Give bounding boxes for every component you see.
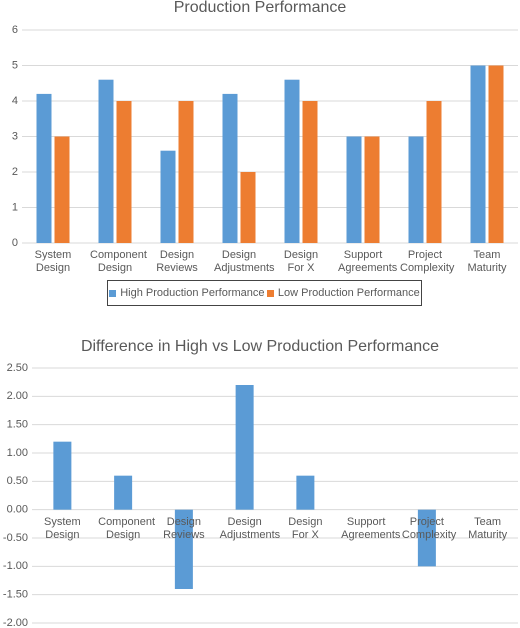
bar <box>346 136 362 243</box>
bar <box>408 136 424 243</box>
y-tick-label: -1.00 <box>3 560 28 572</box>
x-tick-label: System Design <box>44 516 81 541</box>
y-tick-label: -1.50 <box>3 589 28 601</box>
bar <box>417 509 436 567</box>
bar <box>54 136 70 243</box>
y-tick-label: -2.00 <box>3 617 28 628</box>
legend-swatch <box>266 289 274 297</box>
y-tick-label: 0.00 <box>7 504 28 516</box>
chart-title: Difference in High vs Low Production Per… <box>81 338 439 355</box>
y-tick-label: 6 <box>12 24 18 36</box>
bar <box>364 136 380 243</box>
y-tick-label: 4 <box>12 95 18 107</box>
x-tick-label: Team Maturity <box>467 249 507 274</box>
y-tick-label: 2.00 <box>7 390 28 402</box>
x-tick-label: Component Design <box>90 249 147 274</box>
bar <box>116 101 132 243</box>
x-tick-label: Team Maturity <box>468 516 508 541</box>
y-tick-label: -0.50 <box>3 532 28 544</box>
legend-label: Low Production Performance <box>277 287 420 299</box>
bar <box>470 65 486 243</box>
y-tick-label: 1 <box>12 201 18 213</box>
bar <box>160 150 176 243</box>
bar <box>235 385 254 510</box>
x-tick-label: System Design <box>34 249 72 274</box>
bar <box>53 441 72 510</box>
x-tick-label: Project Complexity <box>400 249 455 274</box>
x-tick-label: Support Agreements <box>341 516 401 541</box>
bar <box>114 475 133 510</box>
bar <box>284 79 300 243</box>
bar <box>98 79 114 243</box>
bar <box>240 172 256 243</box>
x-tick-label: Support Agreements <box>338 249 398 274</box>
y-tick-label: 2.50 <box>7 362 28 374</box>
x-tick-label: Component Design <box>98 516 155 541</box>
bar <box>222 93 238 244</box>
bar <box>36 93 52 244</box>
bar <box>426 101 442 243</box>
legend-item: Low Production Performance <box>266 287 420 299</box>
x-tick-label: Design For X <box>283 249 319 274</box>
x-tick-label: Design Adjustments <box>214 249 275 274</box>
legend-item: High Production Performance <box>109 287 265 299</box>
x-tick-label: Design Reviews <box>156 249 198 274</box>
y-tick-label: 2 <box>12 166 18 178</box>
y-tick-label: 1.00 <box>7 447 28 459</box>
x-tick-label: Design Reviews <box>163 516 205 541</box>
bar <box>174 509 193 589</box>
y-tick-label: 1.50 <box>7 419 28 431</box>
bar <box>296 475 315 510</box>
bar <box>302 101 318 243</box>
x-tick-label: Project Complexity <box>401 516 457 541</box>
x-tick-label: Design Adjustments <box>219 516 281 541</box>
legend: High Production Performance Low Productio… <box>107 280 422 306</box>
y-tick-label: 5 <box>12 59 18 71</box>
bar <box>178 101 194 243</box>
bar <box>488 65 504 243</box>
x-tick-label: Design For X <box>288 516 323 541</box>
legend-swatch <box>109 289 117 297</box>
y-tick-label: 3 <box>12 130 18 142</box>
y-tick-label: 0 <box>12 237 18 249</box>
legend-label: High Production Performance <box>120 287 265 299</box>
chart-title: Production Performance <box>174 0 347 16</box>
y-tick-label: 0.50 <box>7 475 28 487</box>
